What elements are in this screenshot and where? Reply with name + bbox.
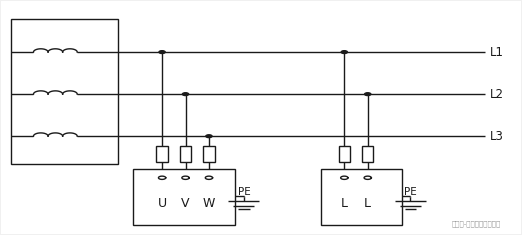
Bar [321, 169, 401, 225]
Bar [339, 145, 350, 162]
Text: W: W [203, 197, 215, 210]
Circle shape [159, 51, 165, 54]
Text: L3: L3 [490, 130, 504, 143]
Bar [203, 145, 215, 162]
Bar [362, 145, 373, 162]
Bar [134, 169, 235, 225]
Text: PE: PE [404, 188, 417, 197]
Text: L: L [364, 197, 371, 210]
Circle shape [341, 51, 348, 54]
Circle shape [206, 135, 212, 137]
Text: 头条号-八电气自动化应用: 头条号-八电气自动化应用 [451, 221, 501, 227]
Text: L2: L2 [490, 88, 504, 101]
Bar [157, 145, 168, 162]
Text: PE: PE [238, 188, 251, 197]
Bar [180, 145, 191, 162]
Circle shape [364, 93, 371, 96]
Text: L: L [341, 197, 348, 210]
Text: U: U [158, 197, 167, 210]
Circle shape [182, 93, 188, 96]
Text: L1: L1 [490, 46, 504, 59]
Text: V: V [181, 197, 190, 210]
Bar [11, 19, 118, 164]
